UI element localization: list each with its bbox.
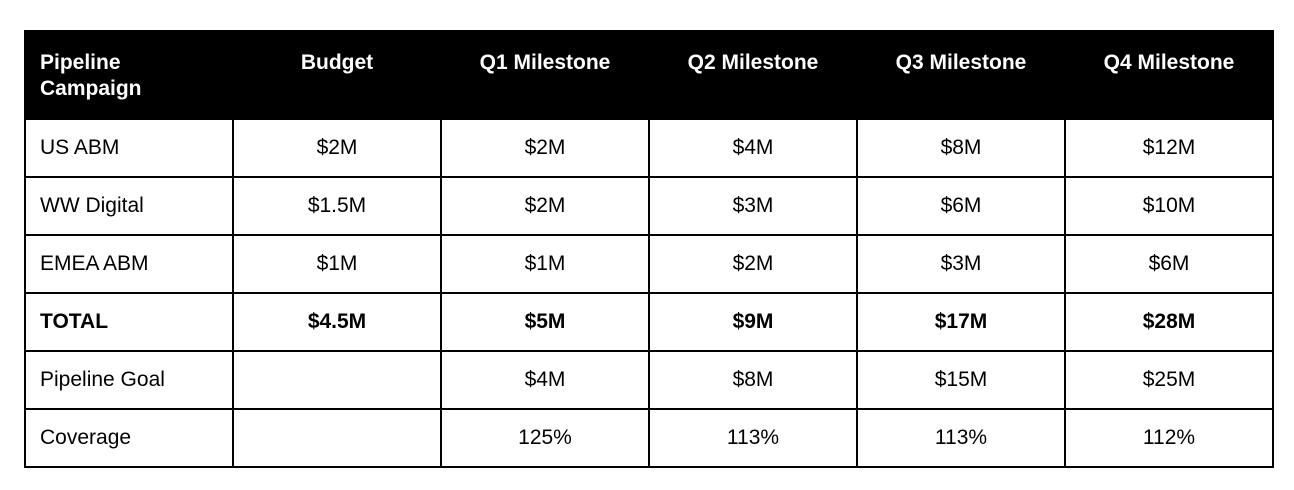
cell-budget <box>232 350 442 410</box>
row-label: TOTAL <box>24 292 234 352</box>
cell-budget <box>232 408 442 468</box>
cell-q4: $28M <box>1064 292 1274 352</box>
cell-q1: $5M <box>440 292 650 352</box>
cell-q3: $6M <box>856 176 1066 236</box>
cell-budget: $1M <box>232 234 442 294</box>
pipeline-milestone-table: Pipeline Campaign Budget Q1 Milestone Q2… <box>24 30 1274 468</box>
row-label: WW Digital <box>24 176 234 236</box>
table-row: US ABM $2M $2M $4M $8M $12M <box>24 118 1274 178</box>
table-row: Pipeline Goal $4M $8M $15M $25M <box>24 350 1274 410</box>
cell-q2: $3M <box>648 176 858 236</box>
cell-q2: $8M <box>648 350 858 410</box>
cell-q1: $2M <box>440 118 650 178</box>
table-row: EMEA ABM $1M $1M $2M $3M $6M <box>24 234 1274 294</box>
cell-q3: $17M <box>856 292 1066 352</box>
header-q1-milestone: Q1 Milestone <box>440 30 650 120</box>
row-label: Coverage <box>24 408 234 468</box>
row-label: US ABM <box>24 118 234 178</box>
table-row: WW Digital $1.5M $2M $3M $6M $10M <box>24 176 1274 236</box>
header-budget: Budget <box>232 30 442 120</box>
cell-q3: 113% <box>856 408 1066 468</box>
cell-q2: $4M <box>648 118 858 178</box>
cell-q3: $15M <box>856 350 1066 410</box>
cell-q1: $4M <box>440 350 650 410</box>
cell-q2: $9M <box>648 292 858 352</box>
table-header-row: Pipeline Campaign Budget Q1 Milestone Q2… <box>24 30 1274 120</box>
cell-q2: $2M <box>648 234 858 294</box>
header-line-1: Pipeline <box>40 51 121 74</box>
header-q4-milestone: Q4 Milestone <box>1064 30 1274 120</box>
cell-budget: $4.5M <box>232 292 442 352</box>
cell-budget: $2M <box>232 118 442 178</box>
cell-q4: $12M <box>1064 118 1274 178</box>
cell-q2: 113% <box>648 408 858 468</box>
header-line-2: Campaign <box>40 77 142 100</box>
cell-q4: $10M <box>1064 176 1274 236</box>
header-q2-milestone: Q2 Milestone <box>648 30 858 120</box>
cell-q3: $3M <box>856 234 1066 294</box>
cell-q1: $2M <box>440 176 650 236</box>
cell-q4: $6M <box>1064 234 1274 294</box>
row-label: EMEA ABM <box>24 234 234 294</box>
table-row-total: TOTAL $4.5M $5M $9M $17M $28M <box>24 292 1274 352</box>
row-label: Pipeline Goal <box>24 350 234 410</box>
table-row: Coverage 125% 113% 113% 112% <box>24 408 1274 468</box>
cell-q3: $8M <box>856 118 1066 178</box>
pipeline-table-container: Pipeline Campaign Budget Q1 Milestone Q2… <box>24 30 1274 468</box>
cell-q1: 125% <box>440 408 650 468</box>
cell-q1: $1M <box>440 234 650 294</box>
header-pipeline-campaign: Pipeline Campaign <box>24 30 234 120</box>
cell-q4: $25M <box>1064 350 1274 410</box>
cell-budget: $1.5M <box>232 176 442 236</box>
cell-q4: 112% <box>1064 408 1274 468</box>
header-q3-milestone: Q3 Milestone <box>856 30 1066 120</box>
